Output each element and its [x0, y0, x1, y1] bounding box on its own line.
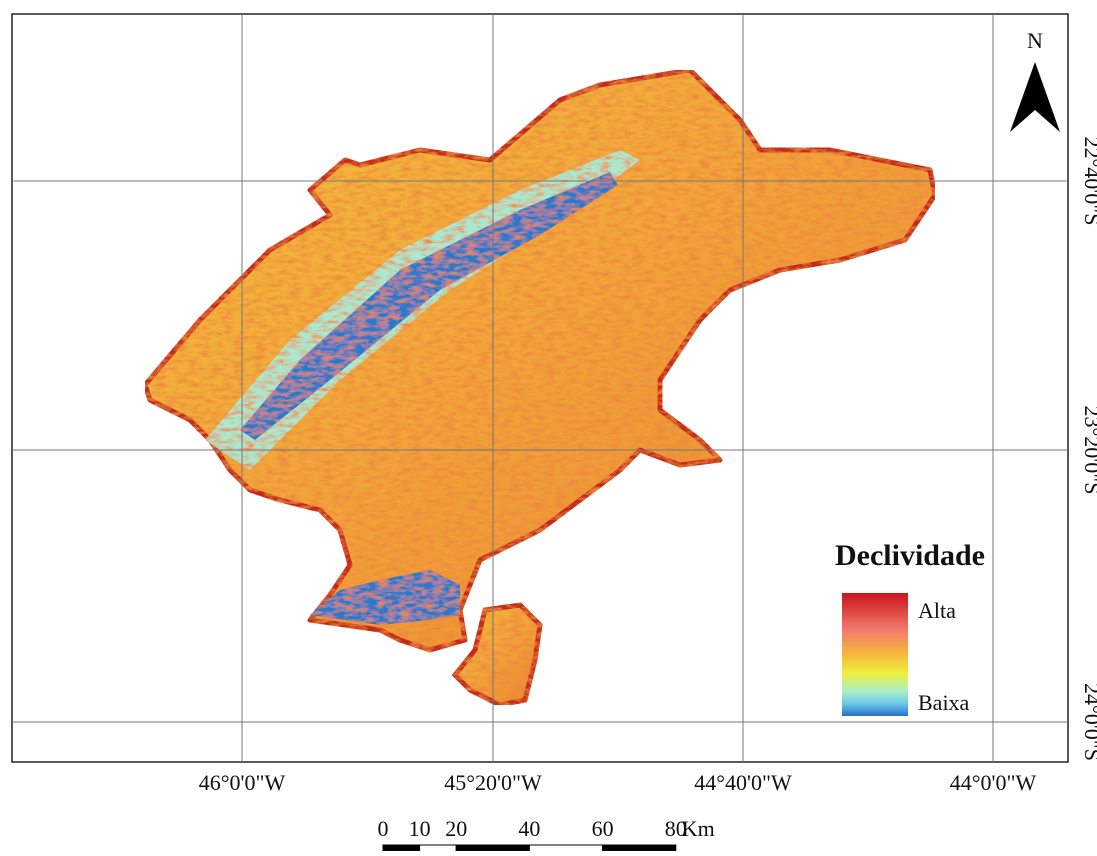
scale-label: 20 [445, 816, 467, 841]
scale-segment [528, 844, 604, 854]
scale-label: 0 [378, 816, 389, 841]
longitude-label: 45°20'0"W [444, 770, 542, 795]
scale-label: 40 [518, 816, 540, 841]
scale-segment [602, 844, 677, 854]
scale-label: 60 [592, 816, 614, 841]
north-arrow: N [1010, 28, 1060, 132]
scale-label: 10 [409, 816, 431, 841]
scale-segment [455, 844, 530, 854]
legend-title: Declividade [835, 539, 985, 572]
scale-unit: Km [682, 816, 715, 841]
legend-high: Alta [918, 598, 956, 623]
scale-segment [382, 844, 421, 854]
scale-label: 80 [665, 816, 687, 841]
longitude-label: 46°0'0"W [199, 770, 286, 795]
north-label: N [1027, 28, 1043, 53]
legend-low: Baixa [918, 690, 970, 715]
slope-raster [142, 67, 938, 708]
graticule [12, 14, 1068, 762]
latitude-label: 24°0'0"S [1080, 683, 1097, 761]
latitude-label: 23°20'0"S [1080, 406, 1097, 495]
latitude-label: 22°40'0"S [1080, 137, 1097, 226]
longitude-label: 44°40'0"W [694, 770, 792, 795]
longitude-label: 44°0'0"W [950, 770, 1037, 795]
scale-segment [419, 844, 457, 854]
legend-ramp [842, 593, 908, 716]
